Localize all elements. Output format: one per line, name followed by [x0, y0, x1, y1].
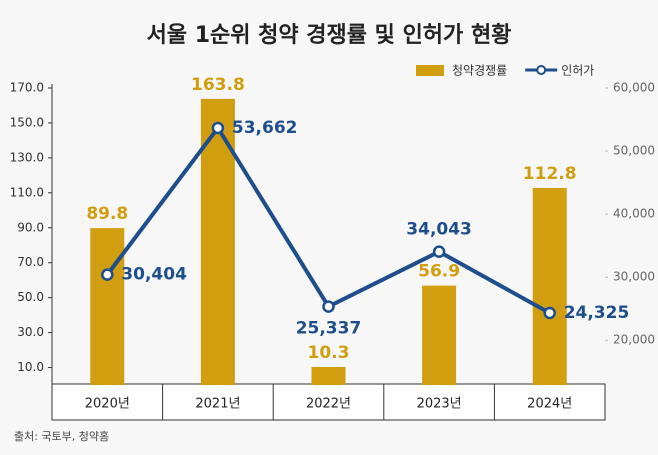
bar — [422, 285, 457, 385]
y-tick-label: 90.0 — [17, 220, 44, 234]
y2-tick-label: 30,000 — [613, 270, 655, 284]
line-point — [101, 268, 114, 281]
legend-swatch — [416, 65, 444, 76]
line-point — [322, 300, 335, 313]
x-axis-box — [51, 383, 606, 421]
line-value-label: 24,325 — [564, 303, 630, 323]
bar-value-label: 163.8 — [191, 75, 245, 95]
y2-tick-label: 60,000 — [613, 81, 655, 95]
y2-tick-label: 20,000 — [613, 333, 655, 347]
line-value-label: 53,662 — [232, 118, 298, 138]
y2-tick-label: 50,000 — [613, 144, 655, 158]
x-tick-label: 2021년 — [195, 397, 240, 412]
legend-marker — [536, 65, 547, 75]
x-tick-label: 2023년 — [417, 397, 462, 412]
legend-label: 인허가 — [561, 64, 594, 78]
bar — [532, 187, 567, 385]
line-point — [543, 306, 556, 320]
x-tick-label: 2024년 — [527, 397, 572, 412]
line-value-label: 34,043 — [406, 220, 472, 240]
bar-value-label: 10.3 — [308, 343, 350, 363]
source: 출처: 국토부, 청약홈 — [14, 429, 109, 443]
line-point — [432, 245, 446, 258]
line-value-label: 30,404 — [121, 265, 187, 285]
bar-value-label: 89.8 — [86, 204, 128, 224]
y-tick-label: 50.0 — [17, 290, 44, 304]
y-tick-label: 110.0 — [10, 185, 44, 199]
x-tick-label: 2022년 — [306, 397, 351, 412]
y-tick-label: 170.0 — [10, 81, 44, 95]
line-point — [211, 121, 225, 135]
y-tick-label: 30.0 — [17, 325, 44, 339]
legend-label: 청약경쟁률 — [452, 63, 507, 78]
x-tick-label: 2020년 — [85, 397, 130, 412]
y-tick-label: 10.0 — [17, 360, 44, 374]
y2-tick-label: 40,000 — [613, 207, 655, 221]
line-value-label: 25,337 — [296, 319, 362, 339]
bar — [311, 367, 346, 385]
y-tick-label: 150.0 — [10, 115, 44, 129]
y-tick-label: 130.0 — [10, 150, 44, 164]
chart-title: 서울 1순위 청약 경쟁률 및 인허가 현황 — [147, 23, 512, 48]
bar-value-label: 112.8 — [523, 164, 577, 184]
bar-value-label: 56.9 — [418, 262, 460, 282]
y-tick-label: 70.0 — [17, 255, 44, 269]
bar — [90, 228, 125, 385]
